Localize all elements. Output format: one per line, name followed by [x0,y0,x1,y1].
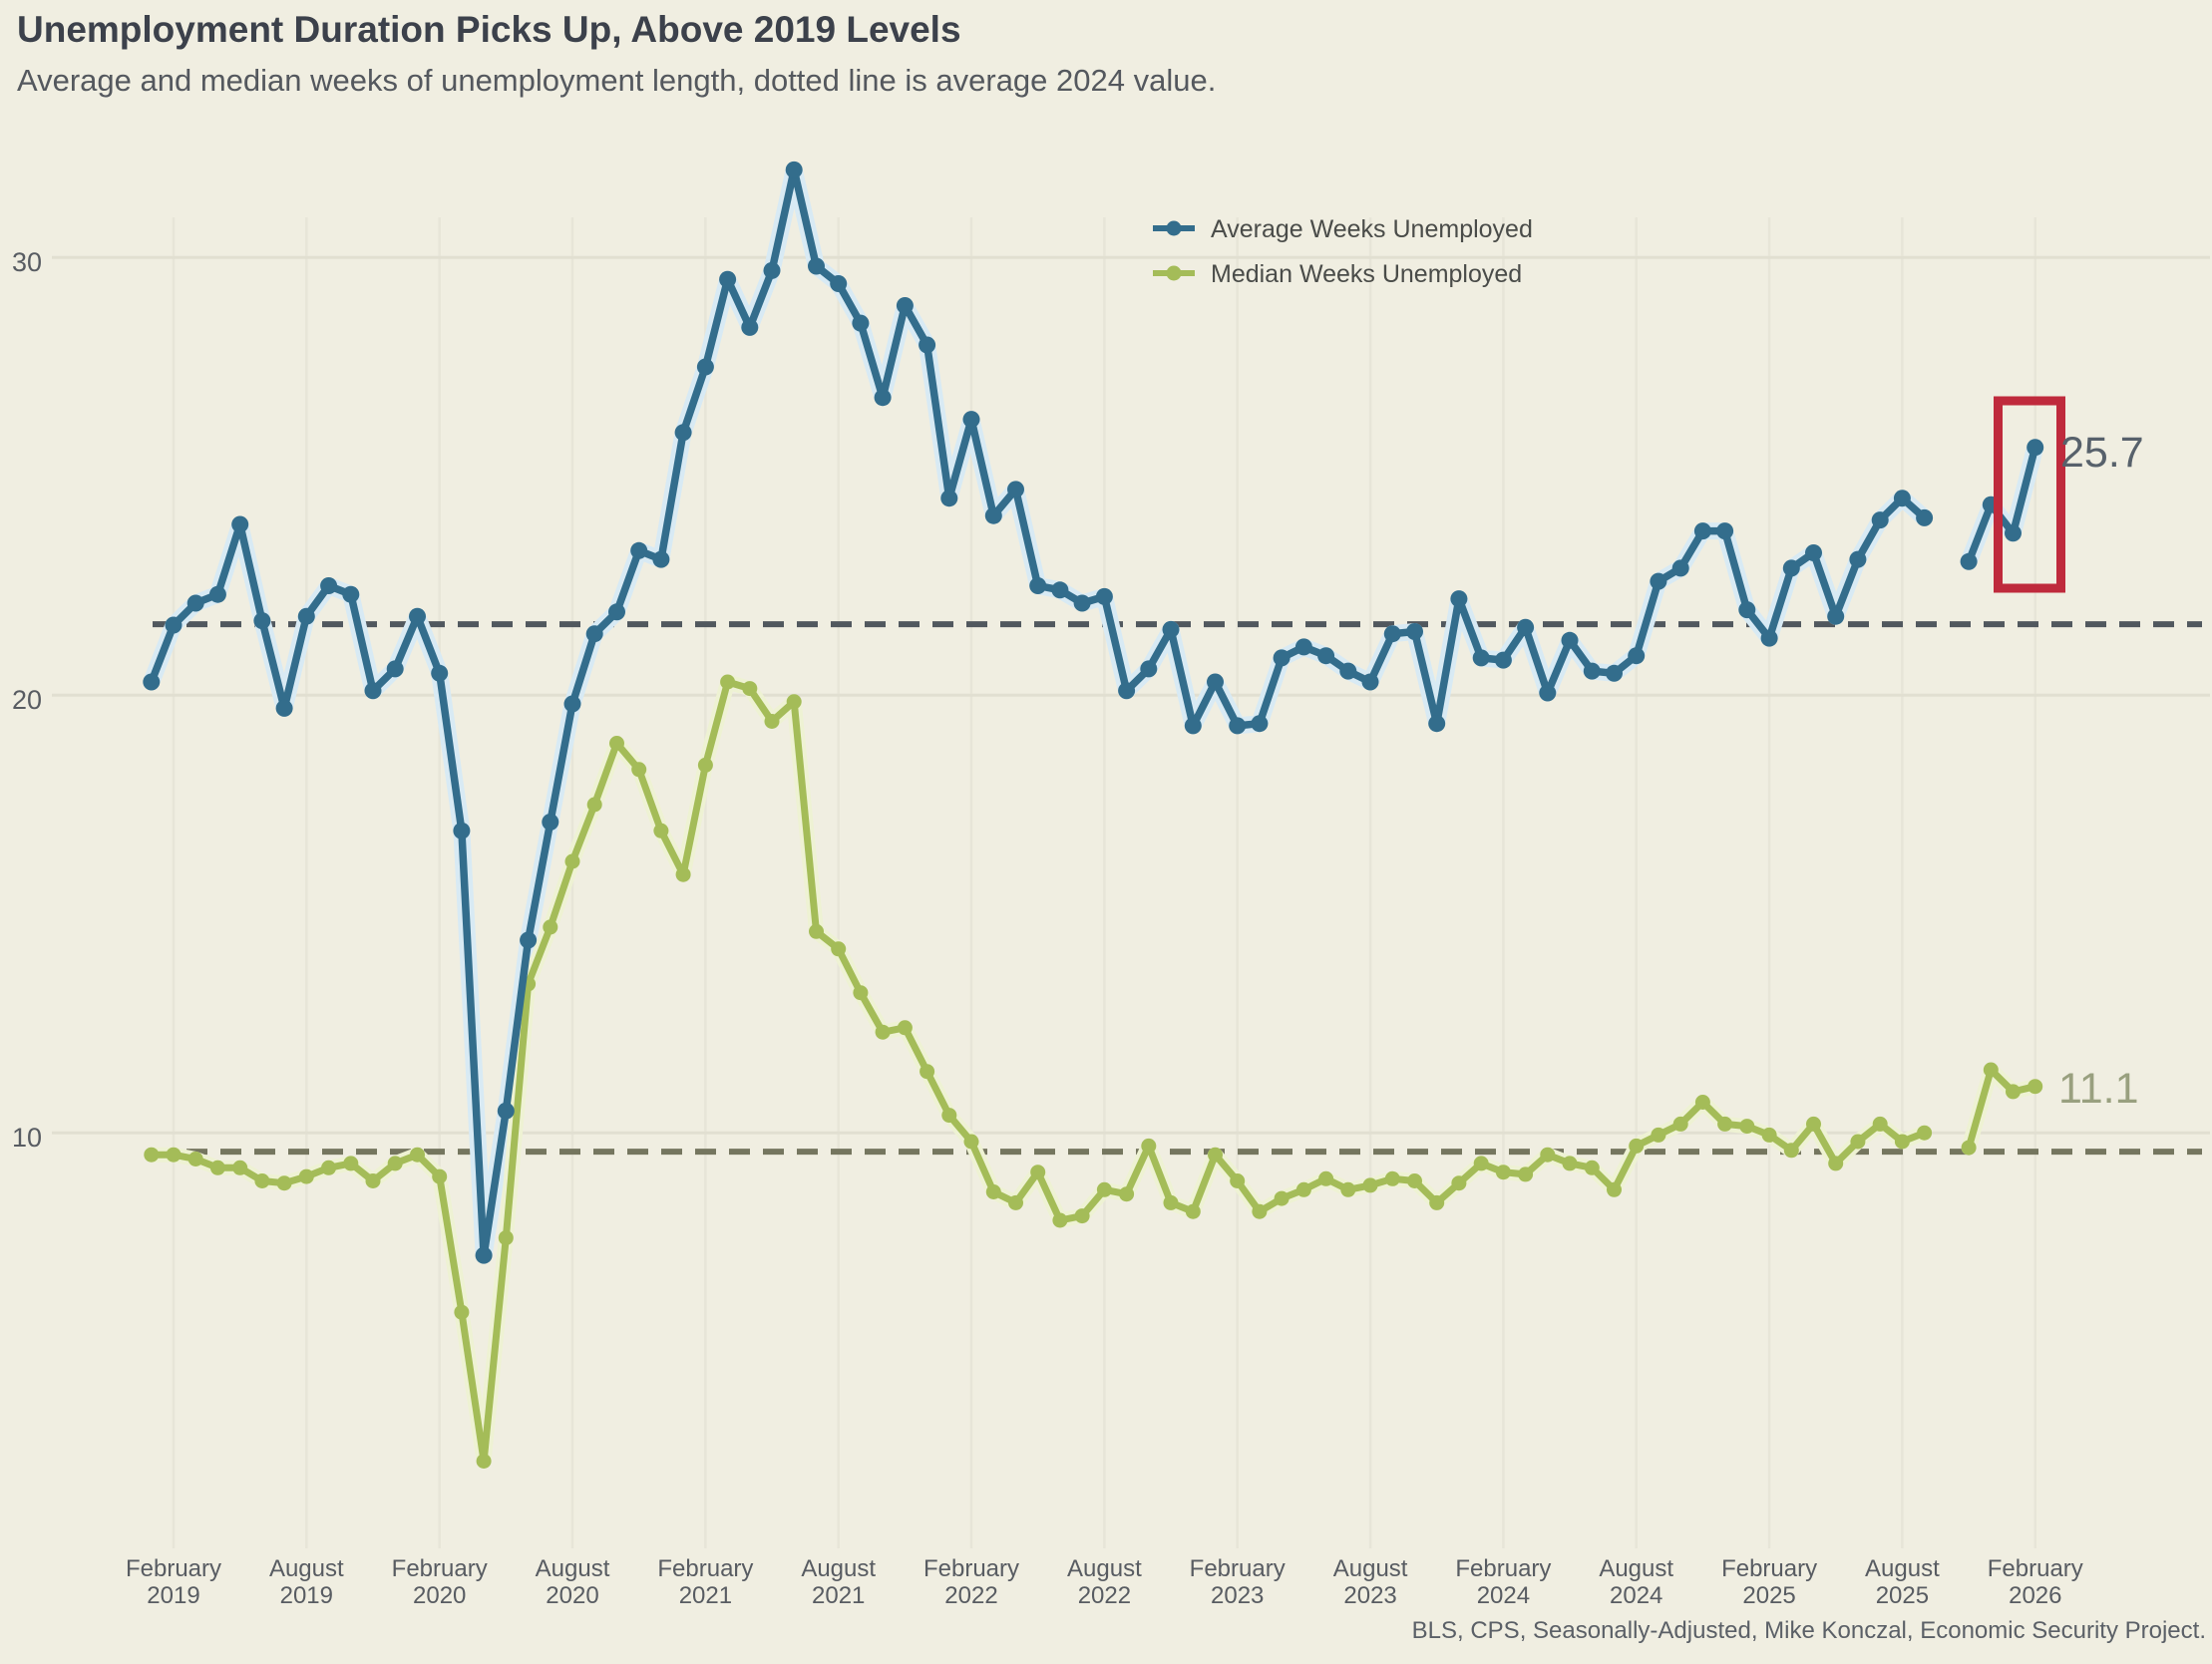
svg-text:February: February [1190,1555,1286,1582]
svg-text:2026: 2026 [2009,1582,2061,1609]
svg-text:BLS, CPS, Seasonally-Adjusted,: BLS, CPS, Seasonally-Adjusted, Mike Konc… [1412,1617,2206,1644]
svg-text:2025: 2025 [1742,1582,1795,1609]
svg-text:August: August [536,1555,610,1582]
svg-text:2020: 2020 [546,1582,598,1609]
svg-text:11.1: 11.1 [2058,1065,2139,1113]
svg-text:2021: 2021 [812,1582,865,1609]
svg-text:2024: 2024 [1610,1582,1662,1609]
svg-text:August: August [1865,1555,1940,1582]
svg-text:20: 20 [12,685,42,715]
svg-text:2022: 2022 [944,1582,997,1609]
svg-text:25.7: 25.7 [2060,429,2144,477]
svg-text:February: February [1455,1555,1551,1582]
svg-text:2025: 2025 [1876,1582,1929,1609]
svg-text:2019: 2019 [147,1582,199,1609]
svg-text:Unemployment Duration Picks Up: Unemployment Duration Picks Up, Above 20… [17,9,961,50]
svg-text:February: February [657,1555,753,1582]
svg-text:August: August [801,1555,876,1582]
svg-text:2022: 2022 [1078,1582,1131,1609]
svg-text:30: 30 [12,247,42,277]
svg-text:February: February [1721,1555,1817,1582]
svg-text:August: August [1599,1555,1673,1582]
svg-text:2021: 2021 [679,1582,732,1609]
svg-text:Average and median weeks of un: Average and median weeks of unemployment… [17,63,1216,98]
svg-text:February: February [392,1555,488,1582]
svg-text:2024: 2024 [1477,1582,1530,1609]
svg-text:August: August [1067,1555,1142,1582]
svg-text:August: August [269,1555,344,1582]
svg-text:February: February [923,1555,1019,1582]
svg-text:2023: 2023 [1343,1582,1396,1609]
svg-text:August: August [1333,1555,1408,1582]
svg-text:2023: 2023 [1211,1582,1264,1609]
svg-text:2020: 2020 [413,1582,466,1609]
svg-text:February: February [126,1555,221,1582]
svg-text:2019: 2019 [280,1582,333,1609]
svg-text:February: February [1988,1555,2083,1582]
svg-text:Median Weeks Unemployed: Median Weeks Unemployed [1211,260,1522,288]
svg-text:Average Weeks Unemployed: Average Weeks Unemployed [1211,215,1533,243]
svg-text:10: 10 [12,1123,42,1153]
